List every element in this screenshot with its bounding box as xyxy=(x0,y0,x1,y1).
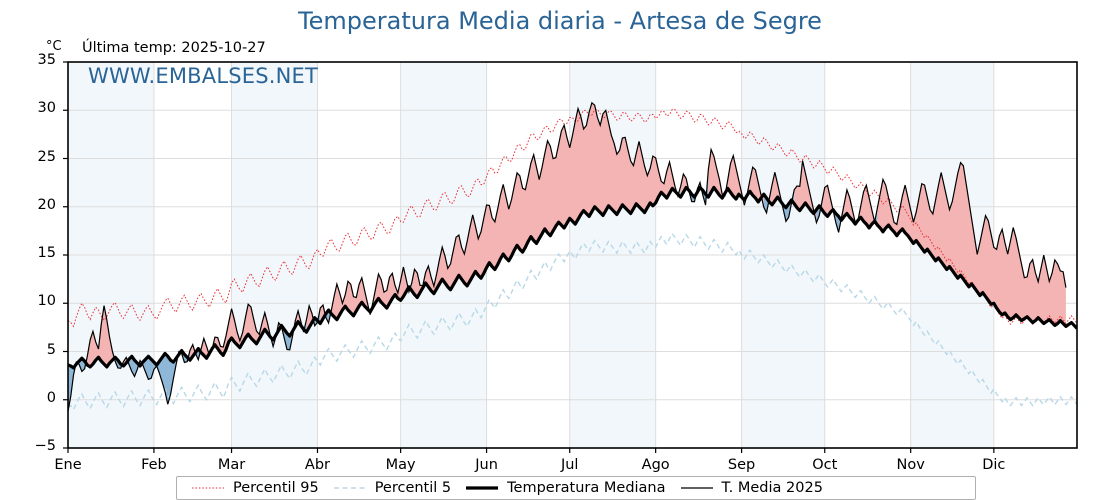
series-percentil-95 xyxy=(68,108,1077,328)
legend-item[interactable]: Percentil 5 xyxy=(333,480,451,496)
axis-ticks xyxy=(63,61,995,453)
x-axis-tick-label: Jul xyxy=(560,457,579,473)
x-axis-tick-label: Jun xyxy=(475,457,498,473)
y-axis-tick-label: 35 xyxy=(37,52,56,68)
x-axis-tick-label: Abr xyxy=(304,457,331,473)
y-axis-tick-label: −5 xyxy=(34,438,56,454)
legend-swatch-icon xyxy=(680,482,714,494)
legend-label: Temperatura Mediana xyxy=(507,480,666,496)
y-axis-tick-label: 20 xyxy=(37,196,56,213)
x-axis-tick-label: Mar xyxy=(217,457,246,473)
legend-item[interactable]: T. Media 2025 xyxy=(680,480,823,496)
x-axis-tick-label: Nov xyxy=(896,457,925,473)
legend-label: T. Media 2025 xyxy=(721,480,823,496)
x-axis-tick-label: Ago xyxy=(641,457,670,473)
x-axis-tick-label: Dic xyxy=(982,457,1006,473)
legend-swatch-icon xyxy=(191,482,225,494)
x-axis-tick-label: Oct xyxy=(812,457,838,473)
series-t-media-2025 xyxy=(68,101,1067,412)
legend-label: Percentil 5 xyxy=(374,480,452,496)
legend-swatch-icon xyxy=(465,482,499,494)
series-percentil-5 xyxy=(68,232,1077,411)
legend-label: Percentil 95 xyxy=(233,480,319,496)
y-axis-tick-label: 15 xyxy=(37,245,56,261)
y-axis-tick-label: 30 xyxy=(37,100,56,117)
page-title: Temperatura Media diaria - Artesa de Seg… xyxy=(298,7,822,35)
legend-swatch-icon xyxy=(333,482,367,494)
x-axis-tick-label: Feb xyxy=(141,457,167,473)
x-axis-tick-label: May xyxy=(385,457,416,473)
y-axis-units-label: °C xyxy=(46,39,62,54)
y-axis-tick-label: 0 xyxy=(46,389,56,406)
y-axis-tick-label: 5 xyxy=(46,341,56,358)
series-temperatura-mediana xyxy=(68,185,1077,370)
watermark-label: WWW.EMBALSES.NET xyxy=(88,64,319,88)
chart-legend: Percentil 95 Percentil 5 Temperatura Media… xyxy=(176,476,976,500)
legend-item[interactable]: Percentil 95 xyxy=(191,480,319,496)
x-axis-tick-label: Sep xyxy=(727,457,756,473)
anomaly-fills xyxy=(68,102,1066,412)
y-axis-tick-label: 25 xyxy=(37,148,56,165)
last-temp-label: Última temp: 2025-10-27 xyxy=(82,40,266,56)
y-axis-tick-label: 10 xyxy=(37,293,56,310)
legend-item[interactable]: Temperatura Mediana xyxy=(465,480,666,496)
x-axis-tick-label: Ene xyxy=(54,457,82,473)
